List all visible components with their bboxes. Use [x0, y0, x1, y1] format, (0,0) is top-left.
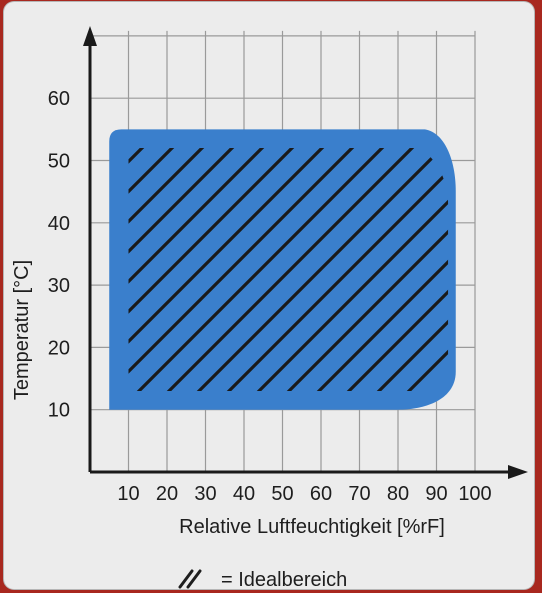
hatch-line	[138, 148, 442, 392]
hatch-line	[128, 148, 232, 392]
y-tick-label: 40	[48, 213, 70, 235]
hatch-line	[128, 148, 262, 392]
x-tick-label: 50	[271, 483, 293, 505]
legend-text: = Idealbereich	[221, 569, 347, 591]
x-tick-label: 20	[156, 483, 178, 505]
hatch-line	[168, 148, 449, 392]
hatch-line	[258, 148, 449, 392]
hatch-line	[128, 148, 352, 392]
x-axis-arrow	[508, 465, 528, 479]
x-tick-label: 60	[310, 483, 332, 505]
x-tick-label: 10	[117, 483, 139, 505]
hatch-line	[228, 148, 449, 392]
hatch-line	[348, 148, 449, 392]
hatch-line	[470, 120, 542, 420]
hatch-line	[500, 120, 542, 420]
y-tick-label: 60	[48, 88, 70, 110]
hatch-line	[128, 148, 412, 392]
x-tick-label: 30	[194, 483, 216, 505]
hatch-line	[378, 148, 449, 392]
hatch-legend-icon	[178, 569, 202, 589]
y-tick-label: 10	[48, 400, 70, 422]
x-tick-label: 100	[458, 483, 491, 505]
y-tick-label: 50	[48, 151, 70, 173]
y-tick-label: 20	[48, 337, 70, 359]
hatch-line	[128, 148, 322, 392]
hatch-line	[128, 148, 292, 392]
x-tick-label: 90	[425, 483, 447, 505]
hatch-line	[198, 148, 449, 392]
x-axis-label: Relative Luftfeuchtigkeit [%rF]	[179, 516, 445, 538]
axes	[83, 26, 528, 479]
hatch-line	[288, 148, 449, 392]
hatch-line	[128, 148, 382, 392]
y-axis-label: Temperatur [°C]	[11, 260, 33, 400]
hatch-line	[318, 148, 449, 392]
y-tick-label: 30	[48, 275, 70, 297]
x-tick-label: 80	[387, 483, 409, 505]
legend: = Idealbereich	[178, 569, 347, 591]
ideal-region-hatching	[128, 120, 542, 420]
x-tick-label: 70	[348, 483, 370, 505]
tick-labels: 10 20 30 40 50 60 70 80 90 100 10 20 30 40 50 60	[48, 88, 492, 505]
hatch-line	[128, 148, 202, 392]
y-axis-arrow	[83, 26, 97, 46]
x-tick-label: 40	[233, 483, 255, 505]
